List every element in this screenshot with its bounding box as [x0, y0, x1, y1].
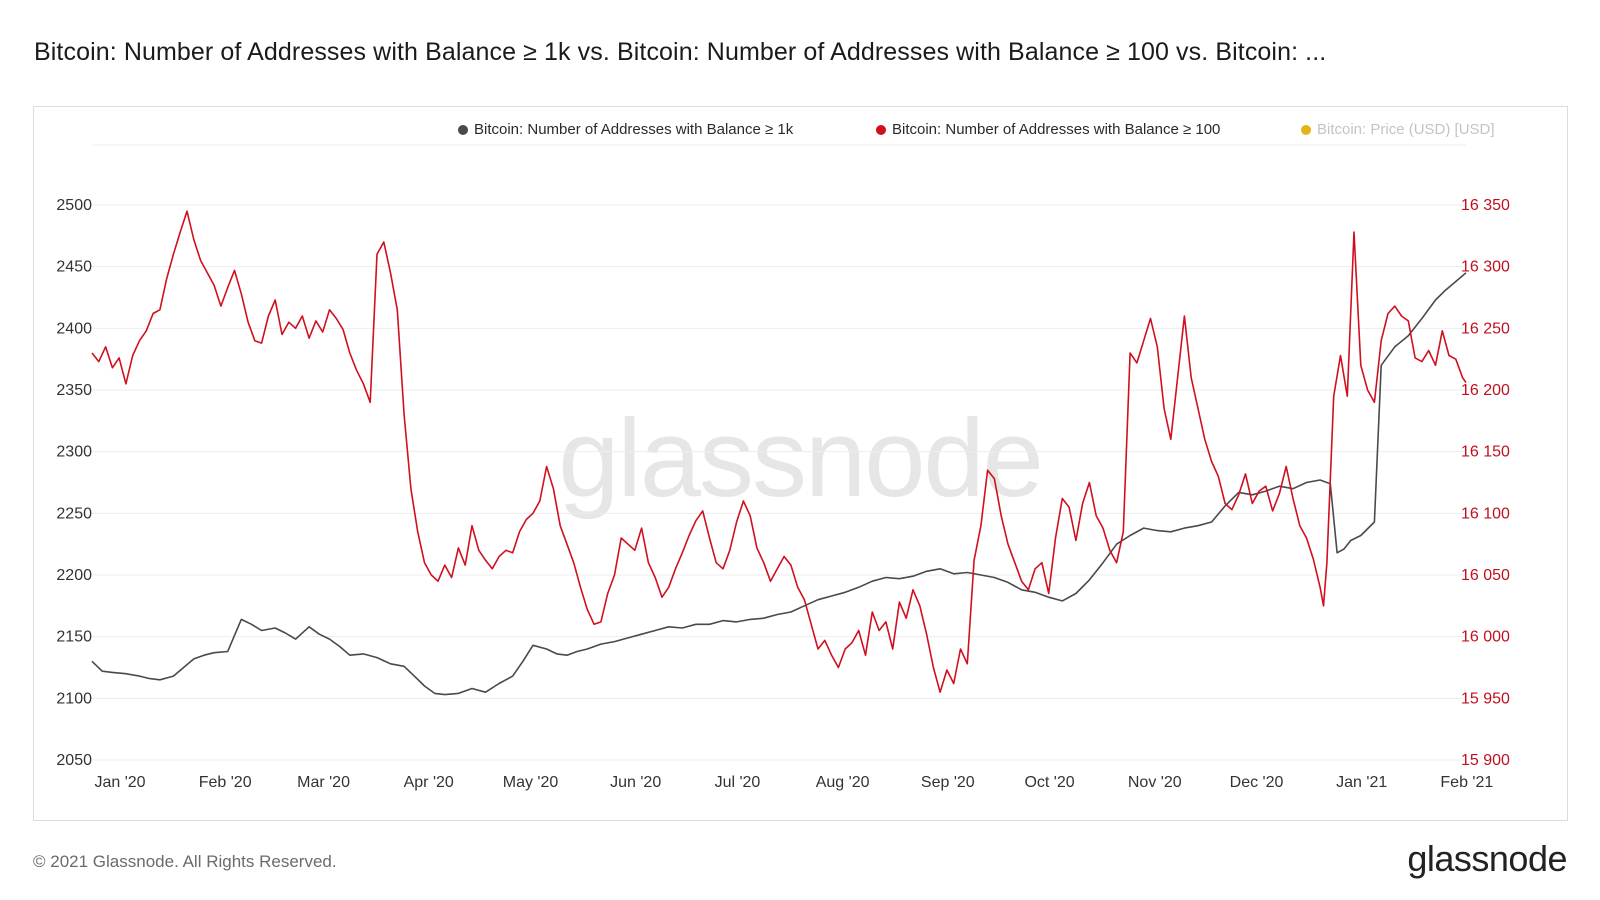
x-tick-label: Jul '20	[715, 774, 761, 791]
y-left-tick-label: 2500	[56, 197, 92, 214]
legend-item-addresses-1k[interactable]: Bitcoin: Number of Addresses with Balanc…	[458, 121, 793, 138]
y-left-tick-label: 2350	[56, 382, 92, 399]
y-left-tick-label: 2050	[56, 752, 92, 769]
x-tick-label: Nov '20	[1128, 774, 1182, 791]
x-tick-label: Dec '20	[1230, 774, 1284, 791]
legend-dot-icon	[458, 124, 468, 135]
legend-dot-icon	[1301, 124, 1311, 135]
footer-logo: glassnode	[1407, 838, 1567, 879]
footer-copyright: © 2021 Glassnode. All Rights Reserved.	[33, 852, 337, 871]
y-left-tick-label: 2300	[56, 444, 92, 461]
y-left-tick-label: 2200	[56, 567, 92, 584]
y-right-tick-label: 16 100	[1461, 505, 1510, 522]
x-tick-label: Feb '21	[1440, 774, 1493, 791]
x-tick-label: Oct '20	[1024, 774, 1074, 791]
y-right-tick-label: 16 250	[1461, 320, 1510, 337]
legend-item-addresses-100[interactable]: Bitcoin: Number of Addresses with Balanc…	[876, 121, 1220, 138]
y-left-tick-label: 2250	[56, 505, 92, 522]
legend-label: Bitcoin: Number of Addresses with Balanc…	[892, 121, 1221, 138]
chart-panel	[33, 106, 1568, 821]
y-left-tick-label: 2150	[56, 629, 92, 646]
y-left-tick-label: 2400	[56, 320, 92, 337]
x-tick-label: Jun '20	[610, 774, 661, 791]
x-tick-label: Aug '20	[816, 774, 870, 791]
y-right-tick-label: 16 300	[1461, 259, 1510, 276]
y-right-tick-label: 16 150	[1461, 444, 1510, 461]
y-left-tick-label: 2450	[56, 259, 92, 276]
y-left-tick-label: 2100	[56, 690, 92, 707]
legend-label: Bitcoin: Number of Addresses with Balanc…	[474, 121, 794, 138]
x-tick-label: Jan '20	[94, 774, 145, 791]
series-line-addresses-100	[91, 210, 1467, 693]
y-right-tick-label: 16 200	[1461, 382, 1510, 399]
x-tick-label: Jan '21	[1336, 774, 1387, 791]
x-tick-label: Sep '20	[921, 774, 975, 791]
legend-dot-icon	[876, 124, 886, 135]
series-line-addresses-1k	[91, 272, 1467, 696]
x-tick-label: May '20	[503, 774, 559, 791]
x-tick-label: Apr '20	[404, 774, 454, 791]
chart-title: Bitcoin: Number of Addresses with Balanc…	[34, 38, 1327, 66]
legend-label: Bitcoin: Price (USD) [USD]	[1317, 121, 1495, 138]
y-right-tick-label: 16 050	[1461, 567, 1510, 584]
x-tick-label: Mar '20	[297, 774, 350, 791]
y-right-tick-label: 16 350	[1461, 197, 1510, 214]
legend-item-price[interactable]: Bitcoin: Price (USD) [USD]	[1301, 121, 1495, 138]
y-right-tick-label: 16 000	[1461, 629, 1510, 646]
x-tick-label: Feb '20	[199, 774, 252, 791]
y-right-tick-label: 15 900	[1461, 752, 1510, 769]
y-right-tick-label: 15 950	[1461, 690, 1510, 707]
